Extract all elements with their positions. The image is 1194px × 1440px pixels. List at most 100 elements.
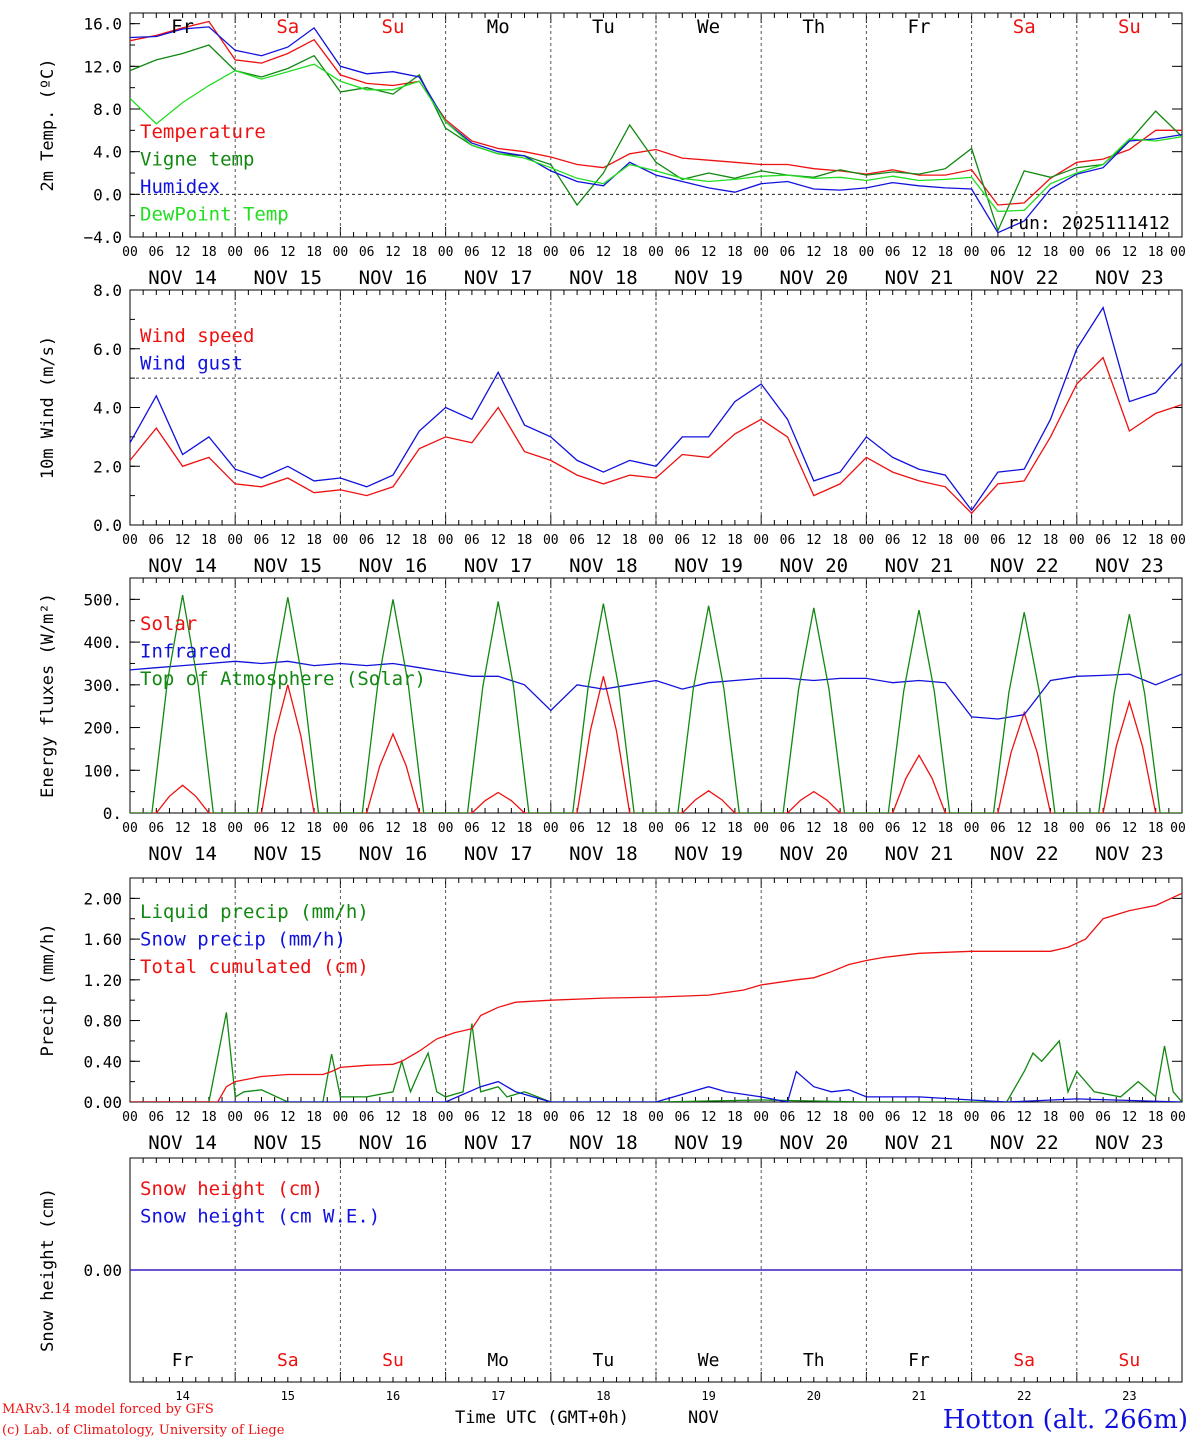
hour-tick-label: 00 xyxy=(227,245,243,260)
day-label: NOV 18 xyxy=(569,1132,638,1154)
day-label: NOV 22 xyxy=(990,555,1059,577)
day-label: NOV 23 xyxy=(1095,843,1164,865)
hour-tick-label: 00 xyxy=(122,1110,138,1125)
hour-tick-label: 06 xyxy=(990,533,1006,548)
hour-tick-label: 18 xyxy=(937,1110,953,1125)
hour-tick-label: 18 xyxy=(937,245,953,260)
chart-panels: 16.0 12.0 8.0 4.0 0.0 −4.0 2m Temp. (ºC) Temper… xyxy=(38,12,1186,1403)
hour-tick-label: 18 xyxy=(832,533,848,548)
hour-tick-label: 00 xyxy=(859,533,875,548)
legend-snow-height-cm-w-e-: Snow height (cm W.E.) xyxy=(140,1206,380,1228)
y-tick-label: 12.0 xyxy=(83,57,122,76)
day-label: NOV 15 xyxy=(253,843,322,865)
station-label: Hotton (alt. 266m) xyxy=(943,1405,1188,1435)
day-label: NOV 14 xyxy=(148,267,217,289)
day-label: NOV 20 xyxy=(779,267,848,289)
day-label: NOV 19 xyxy=(674,555,743,577)
hour-tick-label: 06 xyxy=(148,821,164,836)
hour-tick-label: 18 xyxy=(1148,245,1164,260)
legend-infrared: Infrared xyxy=(140,641,232,663)
hour-tick-label: 06 xyxy=(464,533,480,548)
hour-tick-label: 12 xyxy=(385,533,401,548)
lab-credit-label: (c) Lab. of Climatology, University of L… xyxy=(2,1423,285,1438)
hour-tick-label: 18 xyxy=(832,245,848,260)
hour-tick-label: 06 xyxy=(990,1110,1006,1125)
y-tick-label: 0.80 xyxy=(83,1012,122,1031)
hour-tick-label: 06 xyxy=(254,1110,270,1125)
hour-tick-label: 06 xyxy=(780,533,796,548)
hour-tick-label: 06 xyxy=(674,533,690,548)
hour-tick-label: 00 xyxy=(753,1110,769,1125)
hour-tick-label: 00 xyxy=(1069,533,1085,548)
y-tick-label: 0. xyxy=(103,804,122,823)
hour-tick-label: 12 xyxy=(1016,533,1032,548)
hour-tick-label: 12 xyxy=(175,821,191,836)
hour-tick-label: 06 xyxy=(1095,533,1111,548)
wind-y-axis-label: 10m Wind (m/s) xyxy=(38,336,58,479)
hour-tick-label: 00 xyxy=(753,245,769,260)
hour-tick-label: 18 xyxy=(1148,1110,1164,1125)
y-tick-label: 2.0 xyxy=(93,457,122,476)
weekday-label: We xyxy=(698,1350,720,1371)
day-label: NOV 19 xyxy=(674,1132,743,1154)
hour-tick-label: 06 xyxy=(359,821,375,836)
hour-tick-label: 12 xyxy=(596,533,612,548)
hour-tick-label: 12 xyxy=(280,821,296,836)
model-credit-label: MARv3.14 model forced by GFS xyxy=(2,1402,214,1417)
hour-tick-label: 18 xyxy=(201,245,217,260)
hour-tick-label: 12 xyxy=(596,821,612,836)
wind-panel: 8.0 6.0 4.0 2.0 0.0 10m Wind (m/s) Wind speed W… xyxy=(38,281,1186,577)
day-label: NOV 15 xyxy=(253,267,322,289)
y-tick-label: 0.00 xyxy=(83,1261,122,1280)
day-label: NOV 15 xyxy=(253,555,322,577)
hour-tick-label: 06 xyxy=(464,821,480,836)
legend-temperature: Temperature xyxy=(140,121,266,143)
y-tick-label: 1.60 xyxy=(83,930,122,949)
day-label: NOV 21 xyxy=(885,843,954,865)
hour-tick-label: 06 xyxy=(990,245,1006,260)
hour-tick-label: 00 xyxy=(1170,821,1186,836)
hour-tick-label: 00 xyxy=(333,245,349,260)
hour-tick-label: 00 xyxy=(753,533,769,548)
hour-tick-label: 06 xyxy=(569,533,585,548)
legend-wind-speed: Wind speed xyxy=(140,325,254,347)
day-label: NOV 17 xyxy=(464,843,533,865)
hour-tick-label: 12 xyxy=(385,245,401,260)
infrared-series xyxy=(130,660,1182,720)
hour-tick-label: 06 xyxy=(780,1110,796,1125)
y-tick-label: 0.00 xyxy=(83,1093,122,1112)
hour-tick-label: 12 xyxy=(1122,533,1138,548)
hour-tick-label: 00 xyxy=(333,821,349,836)
y-tick-label: 4.0 xyxy=(93,143,122,162)
weekday-label: Su xyxy=(382,1350,404,1371)
weekday-label: Su xyxy=(382,16,405,38)
hour-tick-label: 12 xyxy=(1122,245,1138,260)
hour-tick-label: 18 xyxy=(1043,1110,1059,1125)
humidex-series xyxy=(130,26,1182,234)
day-label: NOV 19 xyxy=(674,843,743,865)
weekday-label: Th xyxy=(803,1350,825,1371)
temp-panel: 16.0 12.0 8.0 4.0 0.0 −4.0 2m Temp. (ºC) Temper… xyxy=(38,12,1186,289)
hour-tick-label: 18 xyxy=(517,245,533,260)
hour-tick-label: 12 xyxy=(490,1110,506,1125)
hour-tick-label: 12 xyxy=(701,1110,717,1125)
y-tick-label: 4.0 xyxy=(93,399,122,418)
hour-tick-label: 00 xyxy=(859,1110,875,1125)
day-number-label: 20 xyxy=(807,1389,821,1403)
hour-tick-label: 00 xyxy=(543,1110,559,1125)
hour-tick-label: 12 xyxy=(1016,1110,1032,1125)
hour-tick-label: 12 xyxy=(175,1110,191,1125)
hour-tick-label: 00 xyxy=(227,533,243,548)
hour-tick-label: 00 xyxy=(122,245,138,260)
hour-tick-label: 06 xyxy=(1095,821,1111,836)
day-label: NOV 17 xyxy=(464,1132,533,1154)
legend-total-cumulated-cm-: Total cumulated (cm) xyxy=(140,956,369,978)
hour-tick-label: 00 xyxy=(333,533,349,548)
hour-tick-label: 00 xyxy=(648,245,664,260)
liquid-precip-mm-h--series xyxy=(130,1012,1182,1102)
day-label: NOV 22 xyxy=(990,267,1059,289)
hour-tick-label: 12 xyxy=(806,533,822,548)
hour-tick-label: 18 xyxy=(517,1110,533,1125)
hour-tick-label: 00 xyxy=(438,533,454,548)
weekday-label: Mo xyxy=(487,1350,509,1371)
